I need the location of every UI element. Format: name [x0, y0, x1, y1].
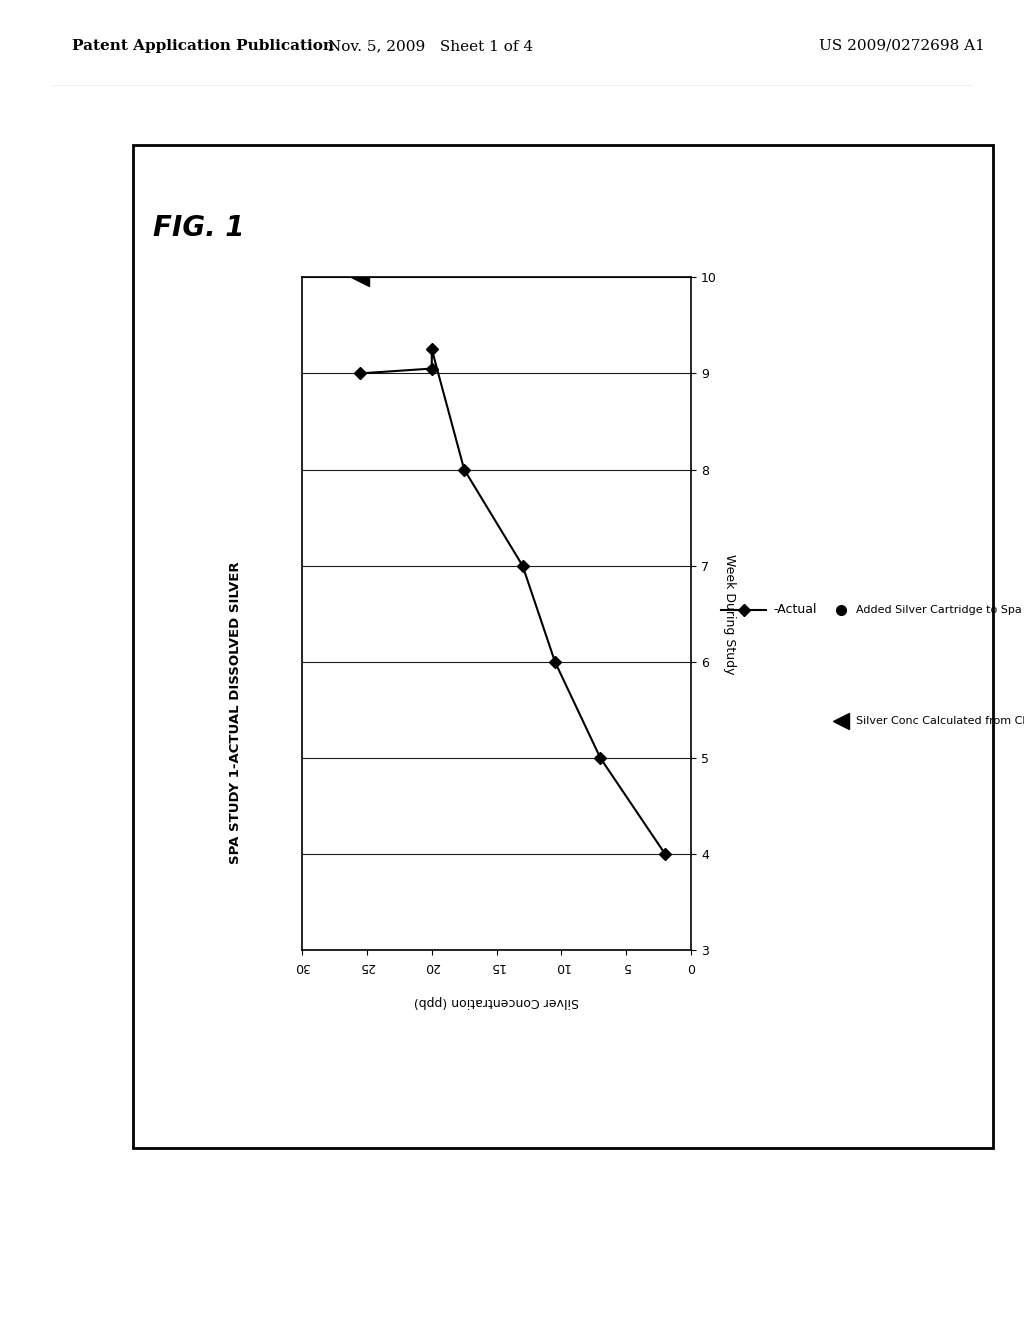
Text: Added Silver Cartridge to Spa: Added Silver Cartridge to Spa	[856, 605, 1022, 615]
Text: US 2009/0272698 A1: US 2009/0272698 A1	[819, 38, 985, 53]
Text: SPA STUDY 1-ACTUAL DISSOLVED SILVER: SPA STUDY 1-ACTUAL DISSOLVED SILVER	[229, 561, 242, 865]
Text: Patent Application Publication: Patent Application Publication	[72, 38, 334, 53]
Text: Nov. 5, 2009   Sheet 1 of 4: Nov. 5, 2009 Sheet 1 of 4	[328, 38, 532, 53]
Text: FIG. 1: FIG. 1	[153, 214, 244, 242]
Text: Silver Conc Calculated from Chloride: Silver Conc Calculated from Chloride	[856, 715, 1024, 726]
X-axis label: Silver Concentration (ppb): Silver Concentration (ppb)	[414, 995, 580, 1008]
Text: -Actual: -Actual	[773, 603, 816, 616]
Y-axis label: Week During Study: Week During Study	[723, 553, 736, 675]
